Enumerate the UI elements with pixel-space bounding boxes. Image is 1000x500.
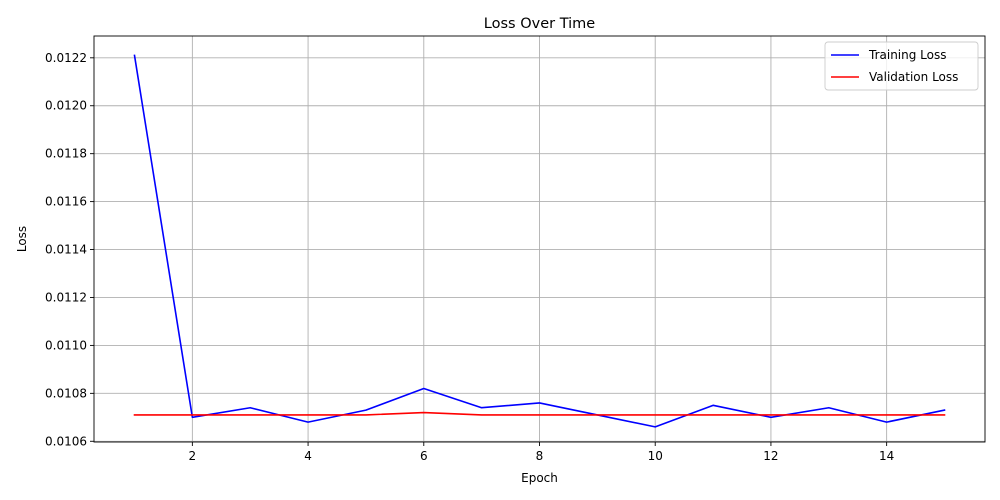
y-tick-label: 0.0112 bbox=[45, 290, 87, 304]
series-lines bbox=[133, 54, 946, 428]
y-tick-label: 0.0108 bbox=[45, 386, 87, 400]
x-axis-ticks: 2 4 6 8 10 12 14 bbox=[189, 442, 894, 463]
x-tick-label: 4 bbox=[304, 449, 312, 463]
y-tick-label: 0.0110 bbox=[45, 338, 87, 352]
y-tick-label: 0.0114 bbox=[45, 243, 87, 257]
training-loss-line bbox=[133, 54, 946, 428]
y-tick-label: 0.0120 bbox=[45, 99, 87, 113]
legend-label-validation: Validation Loss bbox=[869, 70, 958, 84]
legend-box bbox=[824, 41, 979, 91]
x-tick-label: 6 bbox=[420, 449, 428, 463]
y-tick-label: 0.0118 bbox=[45, 147, 87, 161]
x-tick-label: 8 bbox=[536, 449, 544, 463]
x-tick-label: 10 bbox=[648, 449, 663, 463]
x-tick-label: 14 bbox=[879, 449, 894, 463]
x-axis-label: Epoch bbox=[521, 471, 558, 485]
y-axis-label: Loss bbox=[15, 226, 29, 252]
y-tick-label: 0.0116 bbox=[45, 195, 87, 209]
y-tick-label: 0.0106 bbox=[45, 434, 87, 448]
legend-label-training: Training Loss bbox=[868, 48, 946, 62]
legend: Training Loss Validation Loss bbox=[824, 41, 979, 91]
x-tick-label: 12 bbox=[763, 449, 778, 463]
chart-title: Loss Over Time bbox=[484, 16, 595, 32]
x-tick-label: 2 bbox=[189, 449, 197, 463]
y-axis-ticks: 0.0106 0.0108 0.0110 0.0112 0.0114 0.0116 0.01… bbox=[45, 51, 94, 448]
x-gridlines bbox=[191, 36, 888, 442]
validation-loss-line bbox=[133, 411, 946, 416]
y-gridlines bbox=[94, 57, 985, 442]
y-tick-label: 0.0122 bbox=[45, 51, 87, 65]
